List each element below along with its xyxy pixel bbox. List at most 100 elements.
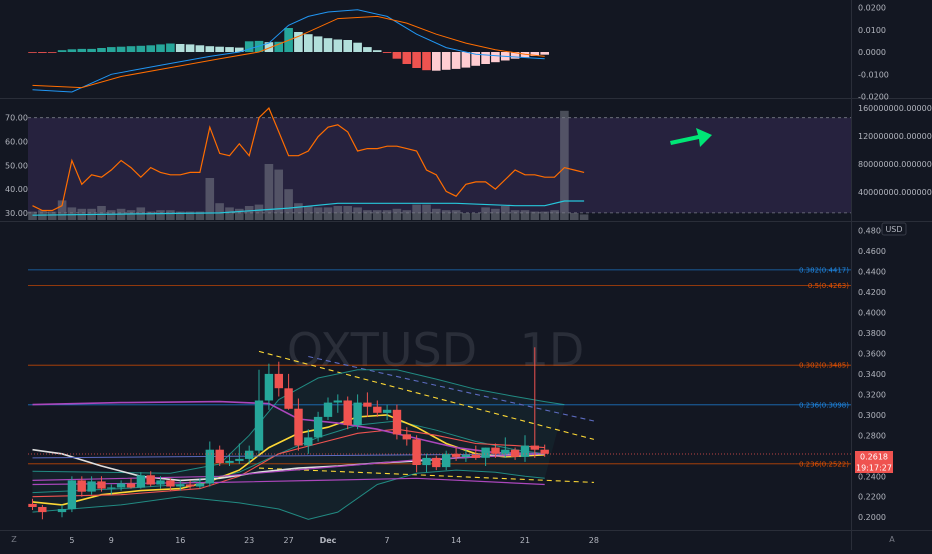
time-axis-label: 21 bbox=[520, 536, 530, 545]
candle-body bbox=[38, 507, 47, 513]
trendline bbox=[258, 467, 594, 483]
candle-body bbox=[176, 484, 185, 487]
macd-histogram-bar bbox=[294, 32, 303, 52]
volume-bar bbox=[530, 211, 540, 220]
candle-body bbox=[343, 400, 352, 426]
volume-bar bbox=[392, 208, 402, 220]
volume-bar bbox=[422, 204, 431, 220]
rsi-band-fill bbox=[28, 117, 851, 213]
arrow-right-icon bbox=[670, 128, 712, 147]
log-scale-icon[interactable]: Z bbox=[11, 535, 17, 544]
rsi-axis-tick: 70.00 bbox=[5, 114, 28, 123]
moving-average-line bbox=[32, 400, 545, 455]
candle-body bbox=[57, 509, 67, 513]
macd-axis-tick: -0.0200 bbox=[858, 93, 889, 102]
candle-body bbox=[442, 453, 451, 468]
volume-bar bbox=[205, 178, 215, 220]
candle-body bbox=[451, 453, 461, 457]
volume-bar bbox=[244, 206, 254, 220]
volume-bar bbox=[570, 213, 579, 220]
watermark-interval: 1D bbox=[520, 323, 585, 377]
countdown-value: 19:17:27 bbox=[856, 464, 892, 473]
candle-body bbox=[284, 388, 293, 409]
macd-histogram-bar bbox=[432, 52, 441, 71]
candle-body bbox=[77, 480, 86, 492]
volume-bar bbox=[47, 211, 57, 220]
macd-histogram-bar bbox=[451, 52, 461, 69]
auto-scale-icon[interactable]: A bbox=[889, 535, 895, 544]
macd-histogram-bar bbox=[244, 41, 254, 52]
candle-body bbox=[67, 480, 77, 510]
price-axis-tick: 0.3800 bbox=[858, 329, 886, 338]
time-axis-label: 23 bbox=[244, 536, 254, 545]
candle-body bbox=[530, 445, 539, 450]
macd-histogram-bar bbox=[146, 45, 155, 52]
volume-bar bbox=[550, 210, 559, 220]
fib-level-label: 0.236(0.3098) bbox=[799, 401, 849, 409]
price-axis-tick: 0.4600 bbox=[858, 247, 886, 256]
candle-body bbox=[146, 475, 155, 485]
macd-histogram-bar bbox=[353, 42, 362, 52]
volume-bar bbox=[461, 213, 471, 220]
candle-body bbox=[294, 408, 303, 446]
macd-histogram-bar bbox=[422, 52, 431, 71]
candle-body bbox=[166, 480, 175, 487]
macd-histogram-bar bbox=[195, 45, 205, 52]
time-axis: 5 9 16 23 27 Dec 7 14 21 28 bbox=[69, 536, 599, 545]
macd-histogram-bar bbox=[57, 50, 67, 52]
macd-histogram-bar bbox=[126, 46, 136, 52]
candle-body bbox=[461, 454, 471, 457]
volume-bar bbox=[57, 200, 67, 220]
macd-histogram-bar bbox=[323, 38, 333, 52]
volume-bar bbox=[195, 211, 205, 220]
macd-histogram-bar bbox=[274, 41, 283, 52]
currency-label: USD bbox=[885, 225, 902, 234]
candle-body bbox=[156, 480, 165, 485]
candle-body bbox=[520, 445, 530, 457]
watermark-symbol: OXTUSD bbox=[287, 323, 477, 377]
volume-bar bbox=[579, 214, 589, 220]
volume-bar bbox=[363, 210, 372, 220]
volume-bar bbox=[451, 210, 461, 220]
candle-body bbox=[540, 449, 549, 454]
price-axis-tick: 0.4800 bbox=[858, 227, 886, 236]
candle-body bbox=[28, 503, 37, 507]
volume-axis-tick: 120000000.00000000 bbox=[858, 132, 932, 141]
volume-bar bbox=[97, 206, 106, 220]
arrow-annotation[interactable] bbox=[670, 128, 712, 147]
price-axis-tick: 0.2400 bbox=[858, 472, 886, 481]
volume-bar bbox=[185, 211, 195, 220]
rsi-axis-tick: 30.00 bbox=[5, 209, 28, 218]
fib-level-label: 0.5(0.4263) bbox=[808, 282, 849, 290]
price-axis-tick: 0.3600 bbox=[858, 350, 886, 359]
candle-body bbox=[205, 449, 214, 484]
volume-bar bbox=[225, 207, 234, 220]
macd-histogram-bar bbox=[205, 46, 215, 52]
volume-bar bbox=[540, 211, 549, 220]
macd-axis-tick: 0.0100 bbox=[858, 26, 886, 35]
macd-histogram-bar bbox=[313, 36, 323, 52]
candle-body bbox=[382, 409, 392, 413]
macd-line bbox=[32, 9, 545, 93]
bollinger-lower-line bbox=[32, 469, 545, 520]
candle-body bbox=[471, 454, 480, 458]
candle-body bbox=[304, 437, 313, 446]
time-axis-label: 28 bbox=[589, 536, 599, 545]
volume-bar bbox=[501, 206, 510, 220]
candle-body bbox=[264, 373, 274, 401]
macd-histogram-bar bbox=[225, 47, 234, 52]
candle-body bbox=[274, 373, 283, 389]
volume-bar bbox=[382, 210, 392, 220]
candle-body bbox=[412, 439, 421, 465]
candle-body bbox=[392, 409, 402, 435]
macd-histogram-bar bbox=[530, 52, 540, 56]
volume-bar bbox=[560, 110, 569, 220]
candle-body bbox=[97, 481, 106, 489]
volume-bar bbox=[28, 211, 37, 220]
candle-body bbox=[432, 457, 441, 468]
volume-bar bbox=[304, 206, 313, 220]
candle-body bbox=[195, 483, 205, 487]
time-axis-label: 5 bbox=[69, 536, 74, 545]
volume-bar bbox=[254, 204, 264, 220]
